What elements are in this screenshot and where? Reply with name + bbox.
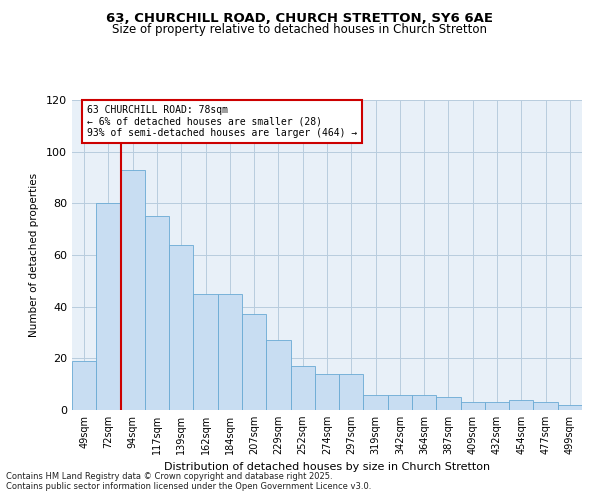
Bar — [364, 394, 388, 410]
Bar — [193, 294, 218, 410]
Bar — [436, 397, 461, 410]
Bar — [509, 400, 533, 410]
Bar — [266, 340, 290, 410]
Bar — [315, 374, 339, 410]
Bar — [169, 244, 193, 410]
Bar — [72, 361, 96, 410]
Bar — [558, 405, 582, 410]
Bar — [145, 216, 169, 410]
Bar — [533, 402, 558, 410]
Bar — [242, 314, 266, 410]
Text: Contains HM Land Registry data © Crown copyright and database right 2025.: Contains HM Land Registry data © Crown c… — [6, 472, 332, 481]
Bar — [388, 394, 412, 410]
Text: Distribution of detached houses by size in Church Stretton: Distribution of detached houses by size … — [164, 462, 490, 472]
Text: 63 CHURCHILL ROAD: 78sqm
← 6% of detached houses are smaller (28)
93% of semi-de: 63 CHURCHILL ROAD: 78sqm ← 6% of detache… — [88, 104, 358, 138]
Text: Contains public sector information licensed under the Open Government Licence v3: Contains public sector information licen… — [6, 482, 371, 491]
Bar — [290, 366, 315, 410]
Bar — [218, 294, 242, 410]
Bar — [96, 204, 121, 410]
Text: Size of property relative to detached houses in Church Stretton: Size of property relative to detached ho… — [113, 22, 487, 36]
Bar — [461, 402, 485, 410]
Bar — [339, 374, 364, 410]
Y-axis label: Number of detached properties: Number of detached properties — [29, 173, 39, 337]
Bar — [412, 394, 436, 410]
Bar — [121, 170, 145, 410]
Text: 63, CHURCHILL ROAD, CHURCH STRETTON, SY6 6AE: 63, CHURCHILL ROAD, CHURCH STRETTON, SY6… — [107, 12, 493, 26]
Bar — [485, 402, 509, 410]
